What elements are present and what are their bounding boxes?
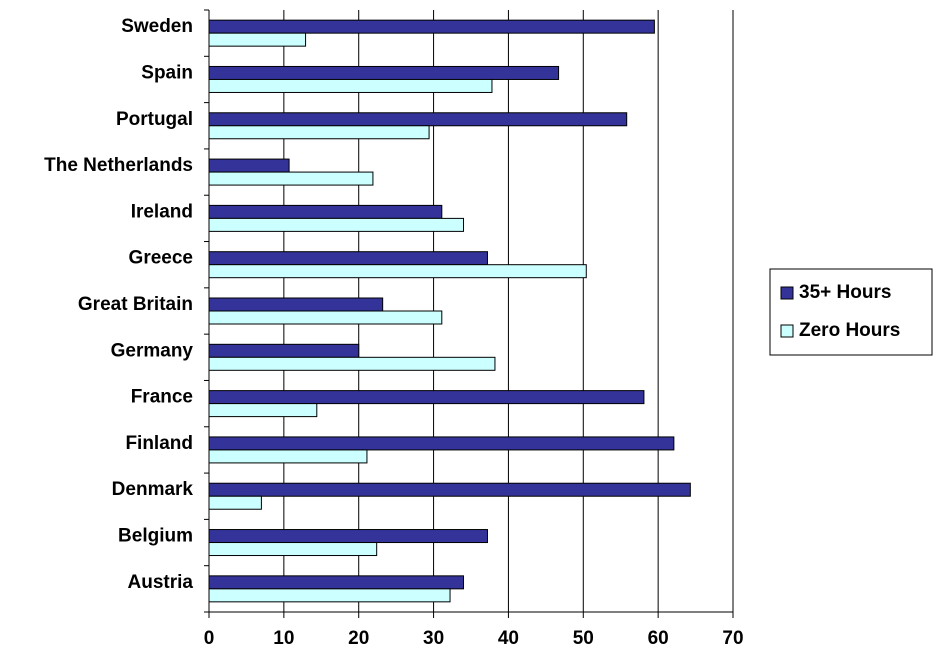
x-tick-label: 10 [273, 628, 294, 649]
category-label: Portugal [116, 109, 193, 130]
category-label: Germany [111, 340, 194, 361]
bar-zero-hours [208, 449, 368, 464]
bar-zero-hours [208, 356, 496, 371]
legend: 35+ Hours Zero Hours [769, 268, 933, 356]
bar-hours-35-plus [208, 529, 488, 544]
bar-zero-hours [208, 588, 451, 603]
x-tick-label: 40 [498, 628, 519, 649]
bar-zero-hours [208, 264, 587, 279]
bars [208, 19, 691, 603]
x-tick-label: 70 [722, 628, 743, 649]
category-label: Spain [141, 62, 193, 83]
bar-hours-35-plus [208, 482, 691, 497]
bar-hours-35-plus [208, 19, 655, 34]
bar-zero-hours [208, 125, 430, 140]
category-labels: Sweden Spain Portugal The Netherlands Irelan… [44, 16, 193, 593]
category-label: Greece [129, 248, 193, 269]
category-label: Great Britain [78, 294, 193, 315]
legend-label: 35+ Hours [799, 282, 891, 303]
bar-hours-35-plus [208, 204, 443, 219]
bar-hours-35-plus [208, 575, 465, 590]
axes [204, 9, 734, 618]
legend-swatch [780, 324, 794, 338]
category-label: Austria [128, 572, 194, 593]
category-label: Finland [125, 433, 193, 454]
x-tick-label: 60 [648, 628, 669, 649]
bar-zero-hours [208, 171, 374, 186]
x-tick-labels: 0 10 20 30 40 50 60 70 [204, 628, 744, 649]
legend-swatch [780, 286, 794, 300]
x-tick-label: 0 [204, 628, 215, 649]
bar-zero-hours [208, 310, 443, 325]
bar-zero-hours [208, 32, 307, 47]
category-label: Ireland [131, 201, 193, 222]
bar-hours-35-plus [208, 251, 488, 266]
bar-hours-35-plus [208, 65, 560, 80]
bar-hours-35-plus [208, 390, 645, 405]
x-tick-label: 20 [348, 628, 369, 649]
bar-hours-35-plus [208, 297, 384, 312]
legend-box [769, 268, 933, 356]
legend-label: Zero Hours [799, 320, 900, 341]
bar-zero-hours [208, 78, 493, 93]
category-label: Denmark [112, 479, 194, 500]
x-tick-label: 30 [423, 628, 444, 649]
bar-zero-hours [208, 217, 465, 232]
bar-zero-hours [208, 542, 378, 557]
bar-hours-35-plus [208, 112, 628, 127]
bar-hours-35-plus [208, 436, 675, 451]
bar-hours-35-plus [208, 158, 290, 173]
category-label: The Netherlands [44, 155, 193, 176]
category-label: Sweden [121, 16, 193, 37]
bar-zero-hours [208, 403, 318, 418]
bar-hours-35-plus [208, 343, 360, 358]
x-tick-label: 50 [573, 628, 594, 649]
bar-zero-hours [208, 495, 262, 510]
category-label: Belgium [118, 526, 193, 547]
category-label: France [131, 387, 193, 408]
